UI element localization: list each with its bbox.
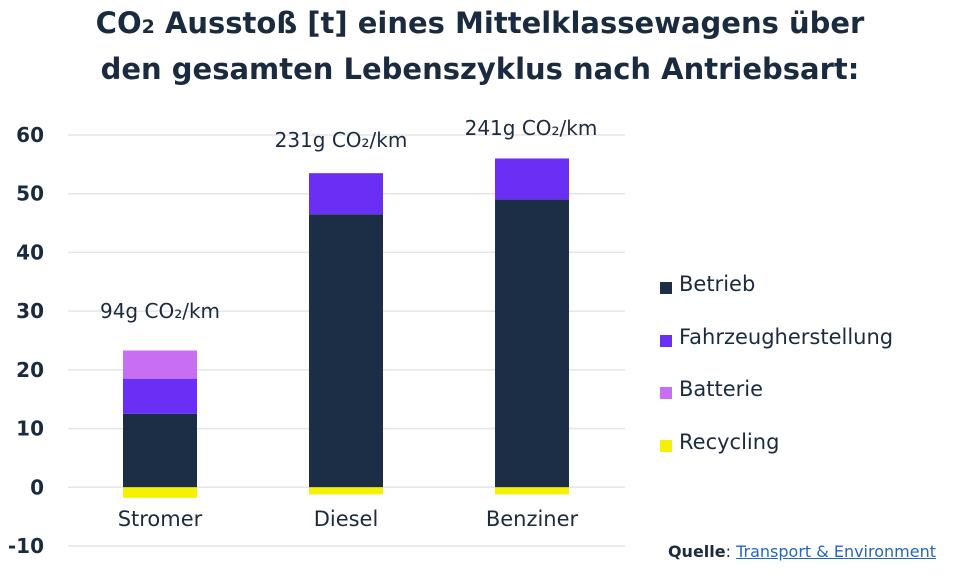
emission-annotation: 241g CO₂/km <box>465 116 598 140</box>
y-tick-label: 40 <box>16 240 44 264</box>
y-tick-label: 10 <box>16 417 44 441</box>
bar-segment-recycling <box>123 487 197 498</box>
title-line-2: den gesamten Lebenszyklus nach Antriebsa… <box>100 52 860 86</box>
legend-swatch <box>660 439 672 452</box>
legend-label: Recycling <box>679 429 780 454</box>
y-tick-label: 0 <box>30 475 44 499</box>
x-category-label: Stromer <box>118 507 203 531</box>
title-rest: Ausstoß [t] eines Mittelklassewagens übe… <box>154 6 865 40</box>
title-co: CO <box>95 6 142 40</box>
source-label: Quelle <box>667 542 726 561</box>
bar-segment-betrieb <box>309 214 383 488</box>
bar-segment-fahrzeugherstellung <box>495 158 569 200</box>
source-note: Quelle: Transport & Environment <box>668 542 936 561</box>
legend-label: Fahrzeugherstellung <box>679 324 894 349</box>
bars <box>123 158 569 498</box>
legend-swatch <box>660 387 672 399</box>
x-category-label: Benziner <box>486 507 579 531</box>
y-tick-label: 50 <box>16 182 44 206</box>
legend-swatch <box>660 282 672 294</box>
chart-title: CO2 Ausstoß [t] eines Mittelklassewagens… <box>0 2 960 90</box>
x-axis-labels: Stromer Diesel Benziner <box>118 507 579 531</box>
source-separator: : <box>725 542 737 561</box>
bar-segment-fahrzeugherstellung <box>309 173 383 215</box>
emission-annotation: 231g CO₂/km <box>275 128 408 152</box>
y-tick-label: 20 <box>16 358 44 382</box>
x-category-label: Diesel <box>314 507 379 531</box>
title-line-1: CO2 Ausstoß [t] eines Mittelklassewagens… <box>0 2 960 48</box>
bar-segment-recycling <box>309 487 383 495</box>
bar-segment-fahrzeugherstellung <box>123 378 197 414</box>
y-axis-ticks: 60 50 40 30 20 10 0 -10 <box>8 123 44 558</box>
bar-segment-betrieb <box>495 199 569 488</box>
bar-segment-betrieb <box>123 413 197 488</box>
source-link[interactable]: Transport & Environment <box>736 542 936 561</box>
y-tick-label: 60 <box>16 123 44 147</box>
annotations: 94g CO₂/km 231g CO₂/km 241g CO₂/km <box>100 116 597 323</box>
title-subscript: 2 <box>141 16 155 38</box>
legend-label: Batterie <box>679 377 764 401</box>
legend-swatch <box>660 334 672 347</box>
bar-segment-recycling <box>495 487 569 495</box>
bar-segment-batterie <box>123 350 197 379</box>
legend-label: Betrieb <box>679 272 756 296</box>
emission-annotation: 94g CO₂/km <box>100 299 220 323</box>
y-tick-label: -10 <box>8 534 44 558</box>
y-tick-label: 30 <box>16 299 44 323</box>
